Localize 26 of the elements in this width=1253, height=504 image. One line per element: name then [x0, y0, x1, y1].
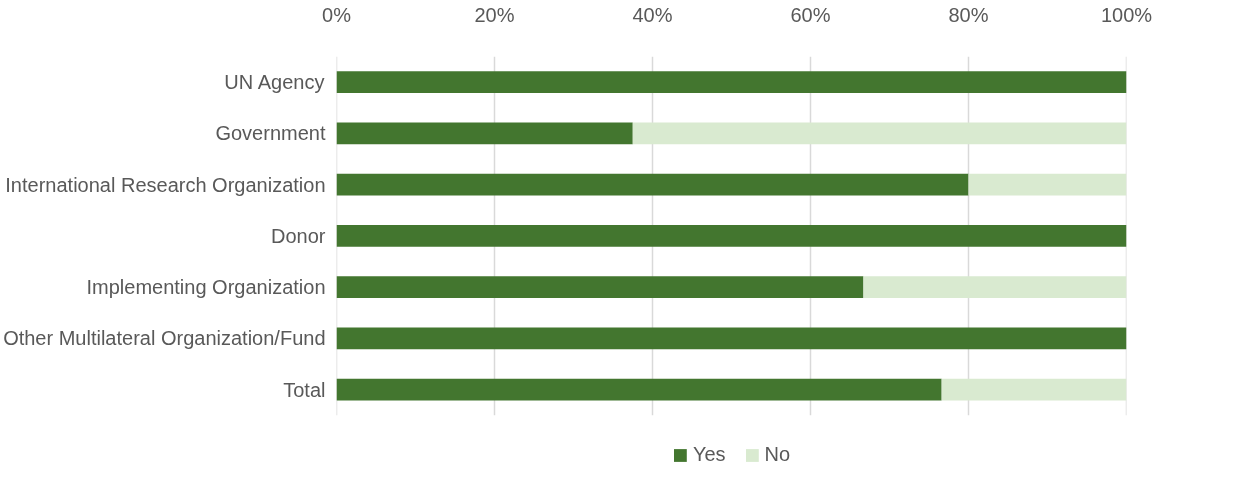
- legend-label: Yes: [692, 443, 726, 466]
- y-tick-label: Donor: [271, 224, 326, 247]
- bar: [941, 378, 1127, 401]
- x-tick-label: 80%: [948, 3, 989, 26]
- y-tick-label: International Research Organization: [5, 173, 326, 196]
- y-tick-label: Other Multilateral Organization/Fund: [3, 327, 326, 350]
- x-tick-label: 60%: [790, 3, 831, 26]
- bar: [968, 173, 1127, 196]
- y-tick-label: Implementing Organization: [86, 276, 326, 299]
- bar: [863, 276, 1127, 298]
- bar: [336, 71, 1127, 93]
- y-tick-label: Total: [283, 378, 326, 401]
- bar: [336, 327, 1127, 350]
- x-tick-label: 0%: [322, 3, 352, 26]
- y-tick-label: Government: [215, 122, 326, 145]
- bar: [336, 378, 942, 401]
- legend-label: No: [764, 443, 791, 466]
- bar: [336, 122, 633, 145]
- x-tick-label: 40%: [632, 3, 673, 26]
- x-tick-label: 100%: [1100, 3, 1153, 26]
- bar: [632, 122, 1127, 145]
- bar: [336, 276, 864, 298]
- x-tick-label: 20%: [474, 3, 515, 26]
- bar: [336, 173, 969, 196]
- y-tick-label: UN Agency: [224, 71, 325, 94]
- bar: [336, 225, 1127, 247]
